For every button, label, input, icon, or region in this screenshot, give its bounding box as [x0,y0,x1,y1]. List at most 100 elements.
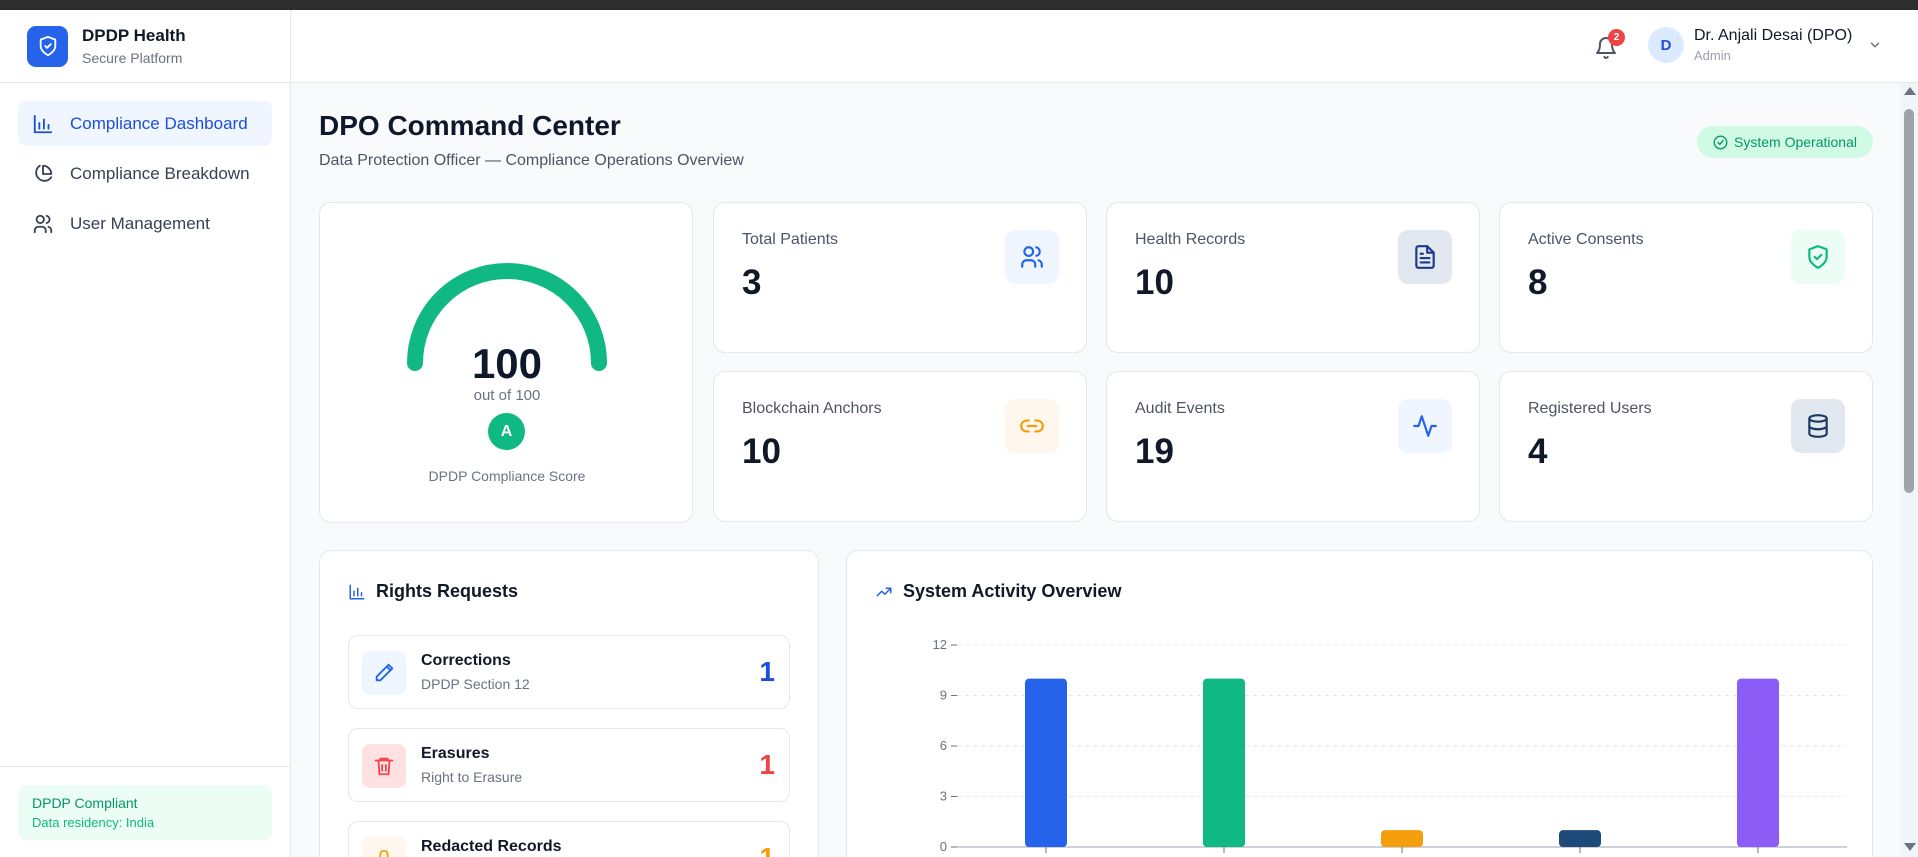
shield-logo-icon [27,25,68,67]
avatar: D [1648,27,1684,63]
page-title: DPO Command Center [319,110,621,141]
y-tick-label: 3 [940,789,947,804]
stat-label: Audit Events [1135,400,1225,417]
lock-icon [362,837,406,857]
vertical-scrollbar[interactable] [1900,83,1918,857]
stat-card-active-consents: Active Consents 8 [1499,202,1873,353]
activity-bar-chart: 0 3 6 9 12 Records Consents Corrections Erasures… [933,637,1847,857]
rights-requests-card: Rights Requests Corrections DPDP Section… [319,550,819,857]
request-title: Redacted Records [421,838,562,855]
trending-up-icon [876,587,892,596]
x-tick-label: Records [1022,855,1071,857]
data-residency-label: Data residency: India [32,815,155,830]
request-subtitle: DPDP Section 12 [421,676,530,692]
notification-badge: 2 [1608,29,1625,46]
database-icon [1791,399,1845,453]
sidebar-footer: DPDP Compliant Data residency: India [0,766,290,857]
stat-value: 4 [1528,432,1548,471]
rights-request-erasures[interactable]: Erasures Right to Erasure 1 [348,728,790,802]
rights-requests-title: Rights Requests [348,581,518,602]
sidebar-item-label: User Management [70,213,210,233]
sidebar-nav: Compliance Dashboard Compliance Breakdow… [0,83,290,246]
status-badge: System Operational [1697,126,1873,158]
stat-card-health-records: Health Records 10 [1106,202,1480,353]
brand: DPDP Health Secure Platform [0,10,290,83]
activity-icon [1398,399,1452,453]
users-icon [33,214,53,233]
x-tick-label: Erasures [1554,855,1607,857]
request-count: 1 [759,749,775,780]
stat-value: 19 [1135,432,1174,471]
user-menu[interactable]: D Dr. Anjali Desai (DPO) Admin [1648,27,1882,63]
window-top-strip [0,0,1918,10]
shield-check-icon [1791,230,1845,284]
top-header: 2 D Dr. Anjali Desai (DPO) Admin [292,10,1918,83]
stat-label: Total Patients [742,231,839,248]
sidebar-item-user-management[interactable]: User Management [18,201,272,246]
compliance-score-card: 100 out of 100 A DPDP Compliance Score [319,202,693,523]
y-tick-label: 12 [933,637,947,652]
sidebar-item-compliance-breakdown[interactable]: Compliance Breakdown [18,151,272,196]
rights-request-corrections[interactable]: Corrections DPDP Section 12 1 [348,635,790,709]
chart-bar [1381,830,1423,847]
activity-title: System Activity Overview [875,581,1121,602]
stat-card-registered-users: Registered Users 4 [1499,371,1873,522]
status-text: System Operational [1734,134,1857,150]
y-tick-label: 9 [940,688,947,703]
sidebar-item-label: Compliance Breakdown [70,163,250,183]
chart-bar [1559,830,1601,847]
stat-label: Registered Users [1528,400,1652,417]
section-title-text: Rights Requests [376,581,519,601]
y-tick-label: 0 [940,839,947,854]
x-tick-label: Consents [1197,855,1252,857]
chart-bar [1203,678,1245,847]
score-label: DPDP Compliance Score [428,468,586,484]
document-icon [1398,230,1452,284]
stat-value: 10 [742,432,781,471]
chart-bar [1737,678,1779,847]
chart-bar [1025,678,1067,847]
system-activity-card: System Activity Overview 0 3 6 9 12 Records Co… [846,550,1873,857]
scroll-down-arrow-icon[interactable] [1904,843,1916,851]
section-title-text: System Activity Overview [903,581,1122,601]
sidebar-item-compliance-dashboard[interactable]: Compliance Dashboard [18,101,272,146]
request-title: Corrections [421,652,511,669]
stat-label: Health Records [1135,231,1246,248]
score-out-of: out of 100 [473,387,541,404]
stat-value: 8 [1528,263,1548,302]
pencil-icon [362,651,406,695]
users-icon [1005,230,1059,284]
x-tick-label: Corrections [1369,855,1436,857]
trash-icon [362,744,406,788]
user-name: Dr. Anjali Desai (DPO) [1694,27,1853,44]
sidebar: DPDP Health Secure Platform Compliance D… [0,10,291,857]
compliance-status-box: DPDP Compliant Data residency: India [18,785,272,840]
score-gauge [407,263,607,371]
grade-badge: A [488,413,525,450]
y-tick-label: 6 [940,738,947,753]
rights-request-redacted-records[interactable]: Redacted Records 1 [348,821,790,857]
stat-card-blockchain-anchors: Blockchain Anchors 10 [713,371,1087,522]
brand-subtitle: Secure Platform [82,50,183,66]
user-role: Admin [1694,48,1731,63]
brand-title: DPDP Health [82,26,186,45]
link-icon [1005,399,1059,453]
stat-label: Blockchain Anchors [742,400,882,417]
x-tick-label: Anchors [1734,855,1782,857]
stat-value: 3 [742,263,762,302]
request-count: 1 [759,656,775,687]
request-subtitle: Right to Erasure [421,769,523,785]
stat-value: 10 [1135,263,1174,302]
score-value: 100 [471,340,543,387]
sidebar-item-label: Compliance Dashboard [70,113,248,133]
compliance-status-title: DPDP Compliant [32,795,138,811]
bar-chart-icon [349,584,365,599]
stat-label: Active Consents [1528,231,1644,248]
scroll-up-arrow-icon[interactable] [1904,87,1916,95]
chevron-down-icon [1871,42,1880,48]
page-subtitle: Data Protection Officer — Compliance Ope… [319,152,744,169]
stat-card-audit-events: Audit Events 19 [1106,371,1480,522]
scrollbar-thumb[interactable] [1904,109,1914,493]
request-count: 1 [759,842,775,857]
notifications-button[interactable]: 2 [1594,29,1625,60]
